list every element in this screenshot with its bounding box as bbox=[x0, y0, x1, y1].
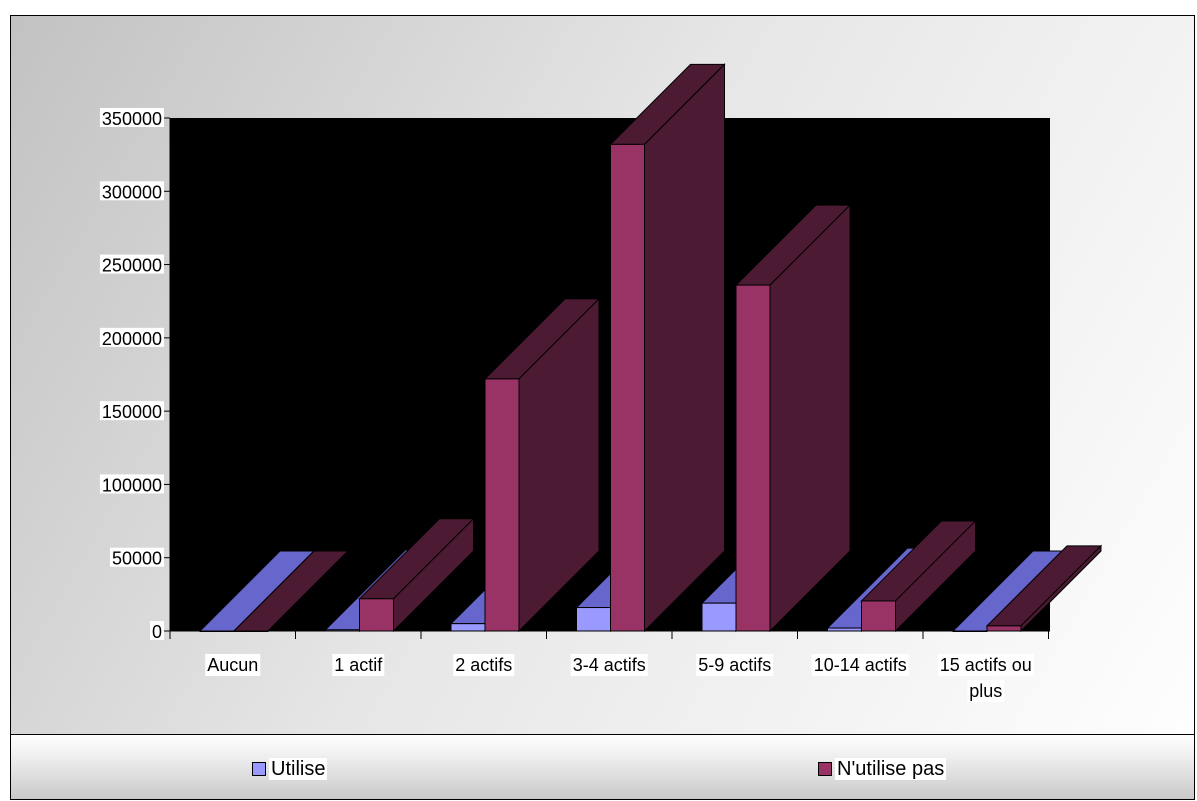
legend-item-nutilise: N'utilise pas bbox=[818, 758, 947, 780]
x-tick-label-bg bbox=[811, 654, 909, 676]
y-tick-label-bg bbox=[99, 254, 164, 274]
x-tick-label: 10-14 actifs bbox=[814, 655, 907, 675]
bar-front-nutilisepas-2 bbox=[484, 378, 520, 632]
x-tick-label-bg bbox=[937, 654, 1034, 676]
bar-front-utilise-1 bbox=[325, 629, 360, 632]
y-tick-label: 0 bbox=[152, 622, 162, 642]
bar bbox=[483, 297, 601, 633]
bar-front-nutilisepas-0 bbox=[233, 630, 269, 632]
bar bbox=[734, 203, 852, 633]
y-tick-label-bg bbox=[99, 401, 164, 421]
y-tick-label-bg bbox=[99, 181, 164, 201]
legend: Utilise N'utilise pas bbox=[10, 734, 1195, 800]
bar-front-utilise-0 bbox=[199, 630, 235, 632]
x-tick-label-bg bbox=[205, 654, 261, 676]
x-tick-label-bg bbox=[967, 680, 1005, 702]
y-tick-label: 150000 bbox=[102, 402, 162, 422]
x-tick-label-bg bbox=[570, 654, 648, 676]
x-tick-label: 5-9 actifs bbox=[698, 655, 771, 675]
x-tick-label: 3-4 actifs bbox=[573, 655, 646, 675]
x-tick-label: Aucun bbox=[207, 655, 258, 675]
x-tick-label-bg bbox=[332, 654, 385, 676]
y-tick-label: 300000 bbox=[102, 182, 162, 202]
bar bbox=[985, 544, 1103, 633]
bar bbox=[609, 63, 726, 633]
bar-front-nutilisepas-5 bbox=[861, 600, 896, 632]
x-tick-label: 1 actif bbox=[334, 655, 383, 675]
x-tick-label: 15 actifs ou bbox=[940, 655, 1032, 675]
y-tick-label: 200000 bbox=[102, 329, 162, 349]
bar-side-nutilisepas-0 bbox=[267, 550, 349, 632]
bar-front-utilise-6 bbox=[952, 630, 988, 632]
legend-label-nutilise: N'utilise pas bbox=[835, 758, 947, 780]
bar bbox=[358, 517, 475, 633]
y-tick-label: 250000 bbox=[102, 256, 162, 276]
y-tick-label-bg bbox=[109, 547, 164, 567]
bar-front-utilise-3 bbox=[576, 607, 611, 632]
bar-front-nutilisepas-4 bbox=[735, 284, 771, 632]
y-tick-label-bg bbox=[99, 327, 164, 347]
x-tick-label-bg bbox=[696, 654, 774, 676]
bar-front-nutilisepas-3 bbox=[610, 143, 645, 632]
y-tick-label: 50000 bbox=[112, 549, 162, 569]
y-tick-label-bg bbox=[99, 474, 164, 494]
bar-front-utilise-2 bbox=[450, 623, 486, 632]
bar-front-nutilisepas-6 bbox=[986, 625, 1022, 632]
legend-swatch-utilise bbox=[252, 762, 266, 776]
y-tick-label-bg bbox=[149, 621, 164, 640]
x-tick-label: plus bbox=[969, 681, 1002, 701]
bar-front-nutilisepas-1 bbox=[359, 598, 394, 632]
x-tick-label: 2 actifs bbox=[455, 655, 512, 675]
bar-front-utilise-4 bbox=[701, 602, 737, 632]
legend-label-utilise: Utilise bbox=[269, 758, 328, 780]
bar-side-nutilisepas-3 bbox=[644, 63, 725, 633]
bar bbox=[232, 550, 350, 632]
y-tick-label: 350000 bbox=[102, 109, 162, 129]
legend-item-utilise: Utilise bbox=[252, 758, 328, 780]
bar bbox=[860, 519, 977, 633]
y-tick-label-bg bbox=[99, 108, 164, 127]
y-tick-label: 100000 bbox=[102, 475, 162, 495]
x-tick-label-bg bbox=[453, 654, 515, 676]
legend-swatch-nutilise bbox=[818, 762, 832, 776]
bar-front-utilise-5 bbox=[827, 627, 862, 632]
